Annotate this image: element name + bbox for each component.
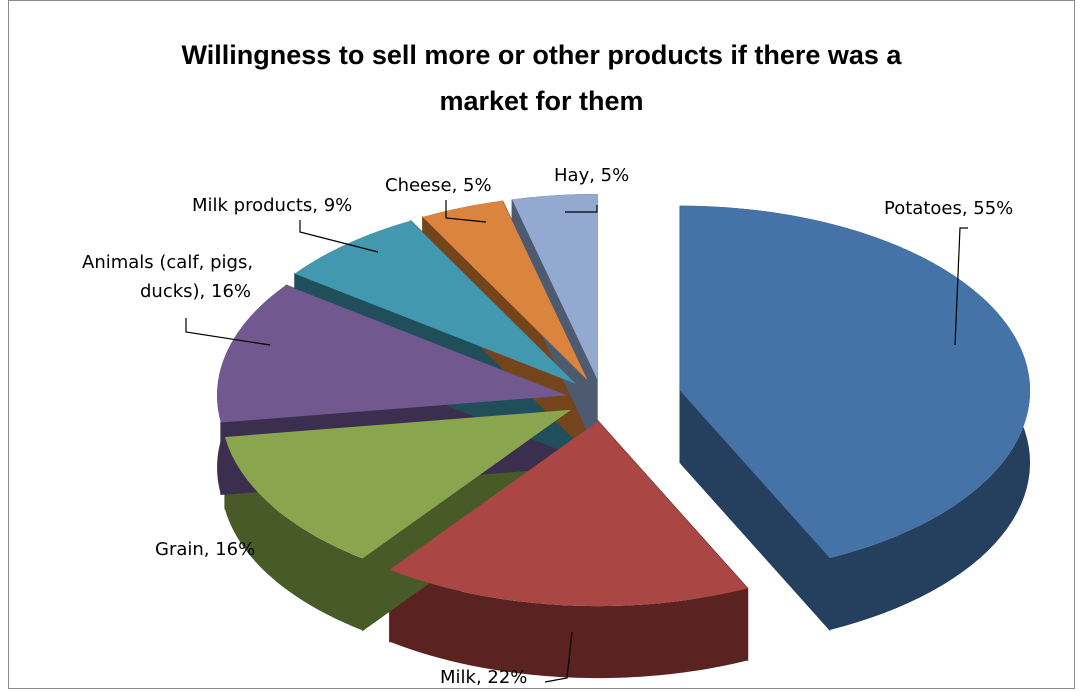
label-milk-products: Milk products, 9% [192, 195, 352, 216]
label-grain: Grain, 16% [155, 539, 255, 560]
slice-milk [389, 421, 748, 607]
slice-milk-products [294, 220, 576, 384]
label-cheese: Cheese, 5% [385, 175, 492, 196]
slice-labels: Potatoes, 55% Milk, 22% Grain, 16% Anima… [82, 165, 1013, 688]
slice-potatoes [680, 205, 1031, 558]
slice-grain [224, 409, 572, 559]
label-hay: Hay, 5% [554, 165, 629, 186]
label-potatoes: Potatoes, 55% [884, 198, 1013, 219]
leader-line-cheese [445, 200, 487, 223]
leader-line-hay [565, 205, 598, 213]
chart-title-line-2: market for them [439, 86, 644, 116]
slice-animals-calf-pigs-ducks [217, 285, 568, 423]
label-animals-line-2: ducks), 16% [140, 281, 251, 302]
chart-title-line-1: Willingness to sell more or other produc… [181, 40, 902, 70]
slice-rim-milk [389, 569, 748, 679]
leader-line-milk-products [299, 220, 379, 253]
label-leader-lines [185, 200, 968, 683]
slice-cheese [422, 200, 588, 381]
slice-rim-grain [224, 436, 363, 631]
chart-title: Willingness to sell more or other produc… [0, 32, 1083, 124]
label-milk: Milk, 22% [440, 667, 527, 688]
slice-hay [512, 193, 598, 379]
leader-line-potatoes [954, 227, 968, 346]
leader-line-milk [544, 631, 573, 683]
leader-line-animals [185, 318, 271, 346]
label-animals-line-1: Animals (calf, pigs, [82, 252, 253, 273]
pie-slice-tops [217, 193, 1031, 607]
